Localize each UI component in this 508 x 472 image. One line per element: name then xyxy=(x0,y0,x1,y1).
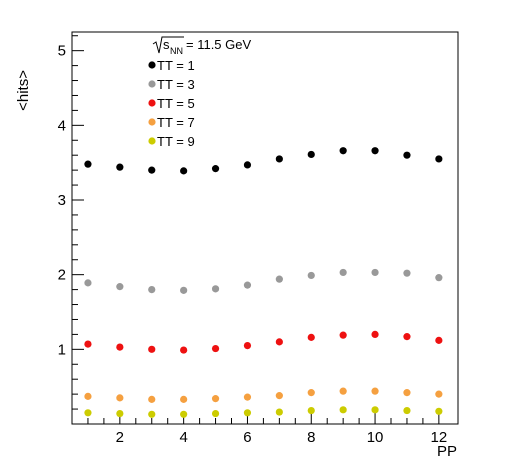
data-point-series-1 xyxy=(180,167,188,175)
data-point-series-5 xyxy=(435,407,443,415)
data-point-series-1 xyxy=(403,151,411,159)
sqrt-symbol xyxy=(152,36,184,54)
data-point-series-4 xyxy=(180,395,188,403)
data-point-series-4 xyxy=(148,395,156,403)
data-point-series-4 xyxy=(84,392,92,400)
data-point-series-3 xyxy=(307,333,315,341)
y-tick-label: 4 xyxy=(58,117,66,134)
data-point-series-5 xyxy=(307,406,315,415)
x-axis: 2 4 6 8 10 12 xyxy=(87,412,448,446)
data-point-series-5 xyxy=(275,408,283,416)
x-axis-title: PP xyxy=(437,443,457,460)
y-tick-label: 1 xyxy=(58,341,66,358)
data-point-series-4 xyxy=(307,389,315,397)
data-point-series-4 xyxy=(403,389,411,397)
data-point-series-1 xyxy=(116,163,124,171)
legend: s NN = 11.5 GeV TT = 1 TT = 3 TT = 5 TT = 7… xyxy=(148,36,251,149)
data-point-series-1 xyxy=(435,155,443,163)
data-point-series-2 xyxy=(307,271,315,280)
data-point-series-5 xyxy=(211,409,220,418)
data-point-series-1 xyxy=(371,147,379,155)
legend-label: TT = 7 xyxy=(157,115,195,130)
data-point-series-1 xyxy=(307,150,315,159)
data-point-series-5 xyxy=(243,409,252,417)
data-point-series-3 xyxy=(275,338,283,346)
data-point-series-4 xyxy=(116,394,124,402)
data-point-series-2 xyxy=(371,268,379,277)
data-point-series-1 xyxy=(339,147,347,155)
legend-header: = 11.5 GeV xyxy=(186,37,251,52)
data-point-series-5 xyxy=(116,409,124,418)
data-points xyxy=(84,147,443,418)
legend-marker xyxy=(148,80,156,88)
y-axis-title: <hits> xyxy=(15,70,32,111)
data-point-series-5 xyxy=(148,410,156,418)
data-point-series-3 xyxy=(148,345,156,353)
data-point-series-5 xyxy=(84,409,92,417)
x-tick-label: 2 xyxy=(116,429,124,446)
data-point-series-4 xyxy=(243,393,252,401)
data-point-series-2 xyxy=(243,281,252,289)
data-point-series-3 xyxy=(211,344,220,353)
y-tick-label: 3 xyxy=(58,192,66,209)
data-point-series-1 xyxy=(275,155,283,163)
x-tick-label: 8 xyxy=(307,429,315,446)
legend-label: TT = 3 xyxy=(157,77,195,92)
x-tick-label: 10 xyxy=(367,429,384,446)
data-point-series-1 xyxy=(148,166,156,174)
legend-label: TT = 1 xyxy=(157,58,195,73)
data-point-series-5 xyxy=(403,406,411,415)
data-point-series-5 xyxy=(339,406,347,414)
legend-header-sqrt-s: s xyxy=(163,37,170,52)
legend-marker xyxy=(148,99,156,107)
data-point-series-4 xyxy=(371,387,379,395)
data-point-series-2 xyxy=(275,275,283,283)
legend-label: TT = 5 xyxy=(157,96,195,111)
legend-label: TT = 9 xyxy=(157,134,195,149)
data-point-series-2 xyxy=(435,274,443,282)
data-point-series-2 xyxy=(116,283,124,291)
legend-marker xyxy=(148,61,156,69)
data-point-series-4 xyxy=(339,387,347,395)
data-point-series-3 xyxy=(180,346,188,354)
data-point-series-3 xyxy=(403,333,411,341)
x-tick-label: 12 xyxy=(431,429,448,446)
data-point-series-3 xyxy=(435,336,443,344)
data-point-series-3 xyxy=(243,342,252,350)
data-point-series-2 xyxy=(180,286,188,294)
data-point-series-2 xyxy=(403,269,411,277)
x-tick-label: 6 xyxy=(243,429,251,446)
y-tick-label: 5 xyxy=(58,43,66,60)
legend-marker xyxy=(148,137,156,145)
data-point-series-4 xyxy=(211,395,220,403)
data-point-series-4 xyxy=(435,390,443,398)
y-axis: 1 2 3 4 5 xyxy=(58,35,84,410)
data-point-series-1 xyxy=(243,161,252,169)
legend-header-subscript: NN xyxy=(170,46,183,56)
data-point-series-1 xyxy=(211,165,220,173)
data-point-series-3 xyxy=(339,331,347,339)
data-point-series-3 xyxy=(116,343,124,351)
data-point-series-4 xyxy=(275,392,283,400)
data-point-series-5 xyxy=(371,406,379,414)
data-point-series-2 xyxy=(84,279,92,287)
data-point-series-2 xyxy=(339,268,347,277)
plot-frame xyxy=(71,31,459,425)
data-point-series-5 xyxy=(180,410,188,418)
x-tick-label: 4 xyxy=(179,429,187,446)
legend-marker xyxy=(148,118,156,126)
data-point-series-1 xyxy=(84,160,92,168)
data-point-series-3 xyxy=(84,340,92,348)
y-tick-label: 2 xyxy=(58,267,66,284)
data-point-series-2 xyxy=(148,286,156,294)
data-point-series-3 xyxy=(371,330,379,338)
data-point-series-2 xyxy=(211,285,220,293)
